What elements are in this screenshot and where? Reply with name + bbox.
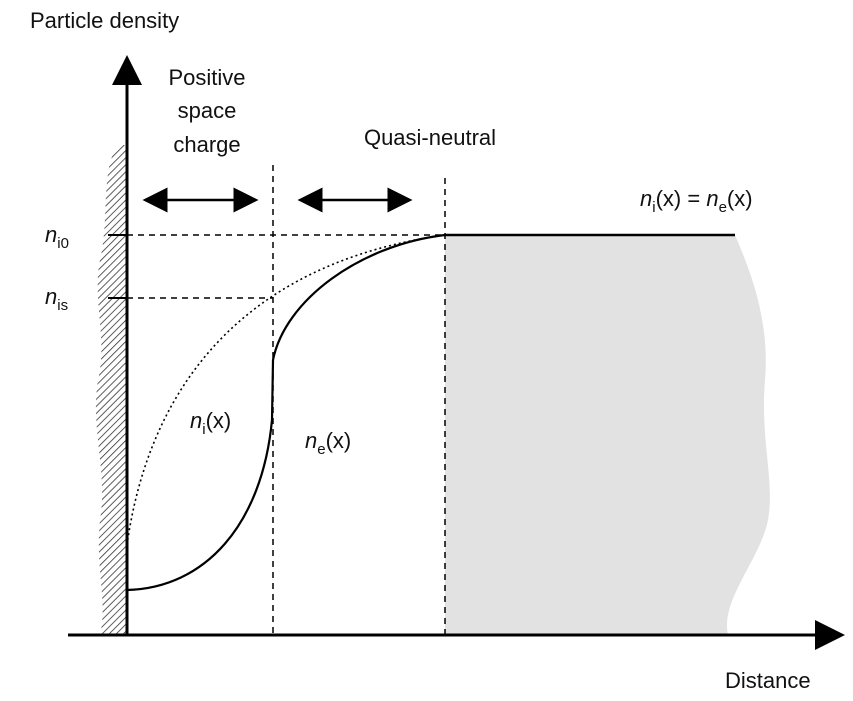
equation: ni(x) = ne(x) bbox=[640, 186, 753, 216]
subscript: i bbox=[202, 421, 205, 438]
symbol: n bbox=[706, 186, 718, 211]
argument: (x) bbox=[727, 186, 753, 211]
wall bbox=[95, 145, 127, 635]
subscript: i bbox=[652, 199, 655, 216]
symbol: n bbox=[305, 428, 317, 453]
argument: (x) bbox=[206, 408, 232, 433]
plasma-region bbox=[445, 235, 770, 635]
electron-curve bbox=[126, 234, 446, 546]
level-label: ni0 bbox=[45, 222, 69, 252]
level-label: nis bbox=[45, 284, 68, 314]
symbol: n bbox=[640, 186, 652, 211]
symbol: n bbox=[45, 222, 57, 247]
region-label: Quasi-neutral bbox=[364, 125, 496, 150]
argument: (x) bbox=[656, 186, 682, 211]
region-label: Positive bbox=[168, 65, 245, 90]
y-axis-label: Particle density bbox=[30, 8, 179, 33]
ion-curve bbox=[126, 233, 446, 592]
symbol: n bbox=[190, 408, 202, 433]
subscript: is bbox=[57, 297, 68, 314]
operator: = bbox=[681, 186, 706, 211]
subscript: i0 bbox=[57, 235, 69, 252]
region-label: space bbox=[178, 98, 237, 123]
symbol: n bbox=[45, 284, 57, 309]
argument: (x) bbox=[326, 428, 352, 453]
electron-label: ne(x) bbox=[305, 428, 351, 458]
ion-label: ni(x) bbox=[190, 408, 231, 438]
subscript: e bbox=[317, 441, 325, 458]
region-label: charge bbox=[173, 132, 240, 157]
x-axis-label: Distance bbox=[725, 668, 811, 693]
subscript: e bbox=[719, 199, 727, 216]
